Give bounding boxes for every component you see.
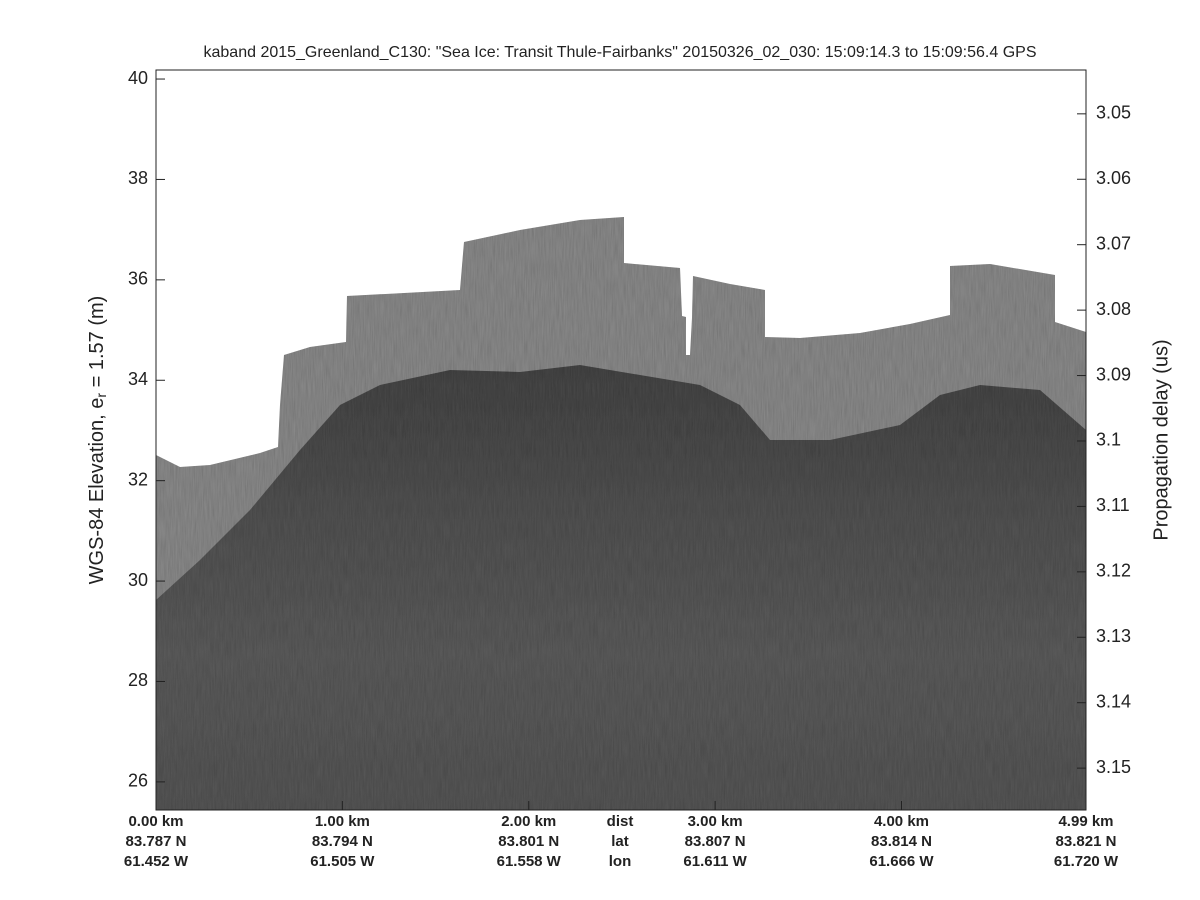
- lon-label: 61.611 W: [683, 853, 747, 870]
- y-axis-label: WGS-84 Elevation, er = 1.57 (m): [86, 296, 109, 585]
- row-label: dist: [607, 813, 634, 830]
- lon-label: 61.720 W: [1054, 853, 1119, 870]
- y2-tick-label: 3.09: [1096, 364, 1131, 384]
- y-tick-label: 26: [128, 771, 148, 791]
- lon-label: 61.666 W: [869, 853, 934, 870]
- y-tick-label: 32: [128, 469, 148, 489]
- y2-tick-label: 3.1: [1096, 430, 1121, 450]
- y2-tick-label: 3.07: [1096, 233, 1131, 253]
- echogram-image: [156, 217, 1086, 810]
- y-tick-label: 30: [128, 570, 148, 590]
- y-tick-label: 38: [128, 168, 148, 188]
- x-tick-label: 2.00 km: [501, 813, 556, 830]
- chart-title: kaband 2015_Greenland_C130: "Sea Ice: Tr…: [204, 44, 1037, 61]
- plot-frame: [155, 69, 1087, 811]
- lat-label: 83.801 N: [498, 833, 559, 850]
- y2-tick-label: 3.12: [1096, 561, 1131, 581]
- x-tick-label: 3.00 km: [688, 813, 743, 830]
- row-label: lon: [609, 853, 632, 870]
- lat-label: 83.787 N: [126, 833, 187, 850]
- y-tick-label: 34: [128, 369, 148, 389]
- y2-tick-label: 3.06: [1096, 168, 1131, 188]
- y2-tick-label: 3.05: [1096, 103, 1131, 123]
- lat-label: 83.807 N: [685, 833, 746, 850]
- y2-tick-label: 3.11: [1096, 495, 1130, 515]
- lat-label: 83.814 N: [871, 833, 932, 850]
- lat-label: 83.794 N: [312, 833, 373, 850]
- y-label-prefix: WGS-84 Elevation, e: [86, 398, 108, 585]
- y2-axis-label: Propagation delay (us): [1150, 339, 1172, 540]
- y-tick-label: 36: [128, 269, 148, 289]
- y2-tick-label: 3.13: [1096, 626, 1131, 646]
- y-tick-label: 40: [128, 68, 148, 88]
- x-tick-label: 4.00 km: [874, 813, 929, 830]
- x-tick-label: 1.00 km: [315, 813, 370, 830]
- lon-label: 61.505 W: [310, 853, 375, 870]
- x-tick-label: 4.99 km: [1058, 813, 1113, 830]
- y2-tick-label: 3.14: [1096, 691, 1131, 711]
- lon-label: 61.452 W: [124, 853, 189, 870]
- y-tick-label: 28: [128, 670, 148, 690]
- row-label: lat: [611, 833, 629, 850]
- y2-tick-label: 3.08: [1096, 299, 1131, 319]
- lat-label: 83.821 N: [1056, 833, 1117, 850]
- x-tick-label: 0.00 km: [128, 813, 183, 830]
- y-label-subscript: r: [93, 393, 109, 398]
- lon-label: 61.558 W: [497, 853, 562, 870]
- y2-tick-label: 3.15: [1096, 757, 1131, 777]
- y-label-suffix: = 1.57 (m): [86, 296, 108, 393]
